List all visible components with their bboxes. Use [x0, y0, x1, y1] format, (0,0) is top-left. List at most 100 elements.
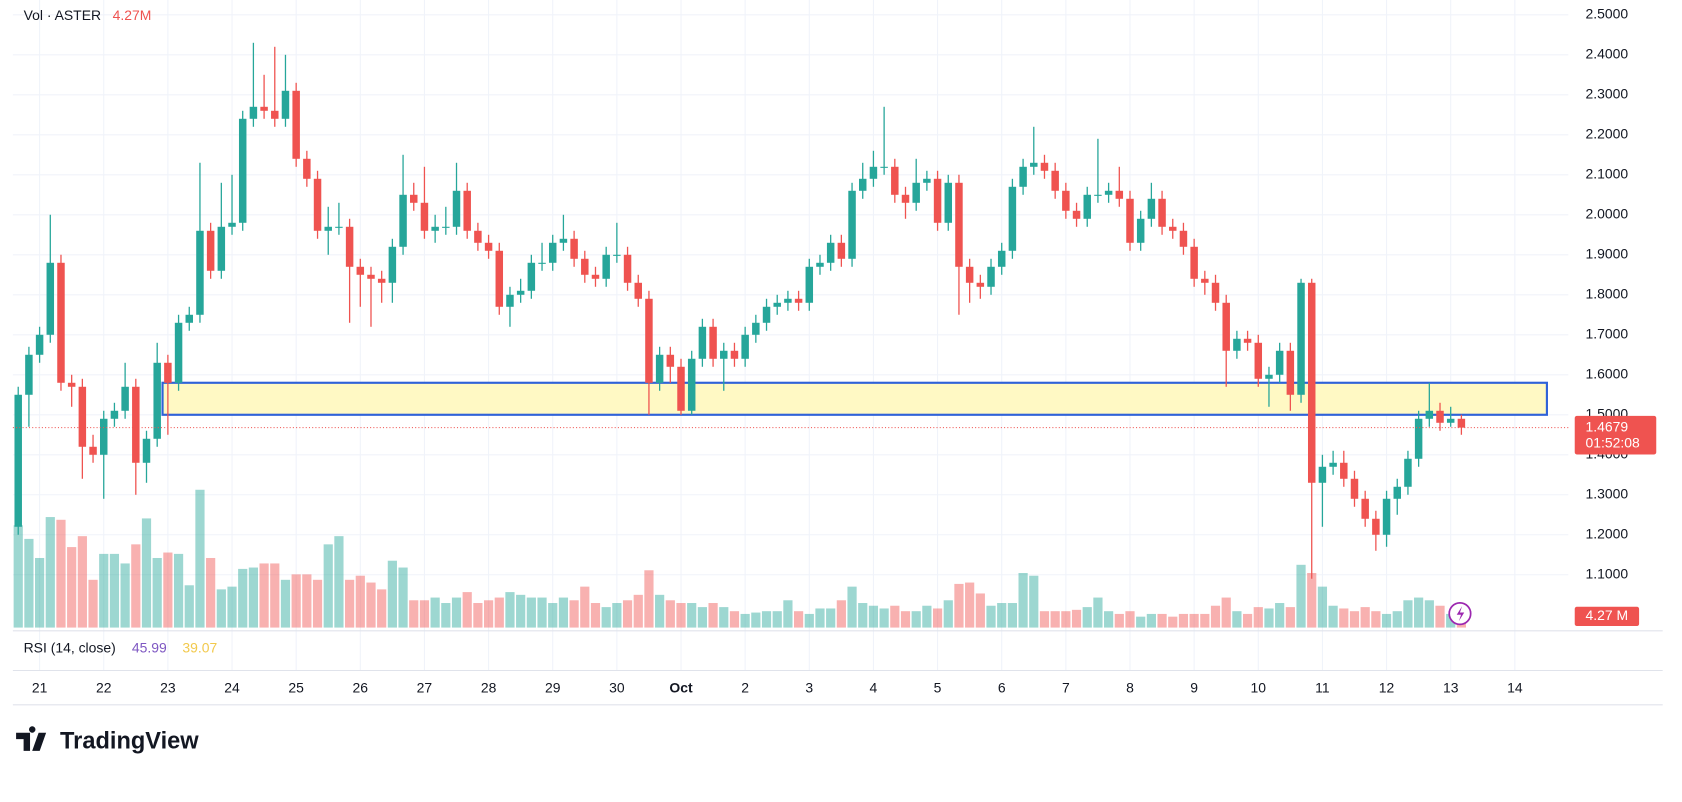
volume-bar — [772, 611, 782, 628]
y-tick-label: 2.2000 — [1585, 125, 1628, 141]
x-tick-label: 24 — [224, 679, 240, 695]
candle-body — [1062, 190, 1070, 211]
volume-bar — [516, 594, 526, 628]
candle-body — [1040, 162, 1049, 171]
candle-body — [281, 90, 290, 119]
candle-body — [89, 446, 97, 455]
candle-body — [1083, 194, 1091, 219]
volume-bar — [1018, 572, 1028, 628]
candle-body — [388, 246, 397, 283]
candle-body — [1297, 282, 1305, 395]
candle-body — [1030, 162, 1038, 167]
candle-body — [442, 226, 450, 228]
candle-body — [698, 326, 707, 359]
candle-body — [944, 182, 953, 223]
candle-body — [1361, 498, 1369, 519]
volume-bar — [986, 605, 996, 628]
candle-body — [506, 294, 514, 307]
candle-body — [730, 350, 739, 359]
candle-body — [495, 250, 504, 307]
volume-bar — [173, 553, 184, 628]
candle-body — [153, 362, 161, 439]
candle-body — [410, 194, 418, 203]
volume-bar — [1360, 607, 1370, 628]
candle-body — [1126, 198, 1134, 243]
volume-bar — [24, 538, 34, 628]
candle-body — [645, 298, 653, 383]
volume-bar — [1446, 613, 1456, 628]
candle-body — [1072, 210, 1081, 219]
volume-legend-name: Vol · ASTER — [24, 7, 101, 23]
volume-bar — [1178, 613, 1189, 628]
candle-body — [997, 250, 1006, 267]
volume-bar — [997, 603, 1007, 628]
candle-body — [1104, 190, 1113, 195]
volume-bar — [483, 600, 494, 628]
volume-bar — [345, 579, 355, 628]
volume-bar — [601, 607, 611, 628]
candle-body — [901, 194, 910, 203]
candle-body — [1350, 478, 1359, 499]
y-tick-label: 2.1000 — [1585, 165, 1628, 181]
volume-bar — [815, 608, 825, 628]
candle-body — [1393, 486, 1401, 499]
y-tick-label: 1.9000 — [1585, 245, 1628, 261]
x-tick-label: 26 — [353, 679, 369, 695]
x-tick-label: 27 — [417, 679, 433, 695]
candle-body — [228, 222, 236, 227]
volume-bar — [462, 592, 472, 628]
candle-body — [67, 382, 76, 387]
candle-body — [164, 362, 172, 383]
volume-bar — [291, 574, 301, 628]
volume-bar — [473, 603, 483, 628]
volume-bar — [804, 613, 814, 628]
volume-bar — [858, 603, 868, 628]
candle-body — [463, 190, 471, 231]
volume-bar — [1168, 616, 1178, 628]
volume-bar — [676, 603, 686, 628]
candle-body — [837, 242, 846, 259]
rsi-value: 39.07 — [182, 640, 217, 656]
volume-bar — [740, 613, 750, 628]
volume-bar — [99, 553, 109, 628]
y-tick-label: 2.5000 — [1585, 5, 1628, 21]
volume-bar — [1125, 611, 1135, 628]
volume-bar — [270, 563, 280, 628]
volume-bar — [697, 607, 707, 628]
volume-bar — [1285, 607, 1295, 628]
x-tick-label: 23 — [160, 679, 176, 695]
candle-body — [602, 254, 610, 279]
volume-bar — [131, 544, 141, 628]
candle-body — [324, 226, 332, 231]
zone — [161, 381, 1548, 416]
candle-body — [976, 282, 985, 287]
x-tick-label: 21 — [32, 679, 48, 695]
volume-bar — [45, 517, 55, 628]
volume-bar — [1275, 603, 1285, 628]
candle-body — [313, 178, 322, 231]
y-tick-label: 2.4000 — [1585, 45, 1628, 61]
candle-body — [516, 290, 525, 295]
volume-bar — [56, 519, 66, 628]
volume-bar — [1414, 597, 1424, 628]
candle-body — [581, 258, 589, 275]
volume-bar — [1403, 600, 1413, 628]
volume-bar — [879, 608, 889, 628]
candle-body — [121, 386, 129, 411]
candle-body — [1169, 226, 1177, 231]
alert-bolt — [1456, 606, 1465, 622]
volume-bar — [1339, 608, 1349, 628]
volume-bar — [1050, 611, 1060, 628]
volume-bar — [67, 547, 77, 628]
volume-bar — [826, 608, 836, 628]
volume-bar — [152, 557, 162, 628]
volume-bar — [708, 603, 718, 628]
y-tick-label: 1.8000 — [1585, 285, 1628, 301]
candle-body — [591, 274, 600, 279]
candle-body — [623, 254, 632, 283]
volume-bar — [1242, 613, 1253, 628]
candle-body — [1019, 166, 1027, 187]
x-tick-label: 2 — [741, 679, 749, 695]
x-tick-label: 25 — [288, 679, 304, 695]
candle-body — [142, 438, 151, 463]
